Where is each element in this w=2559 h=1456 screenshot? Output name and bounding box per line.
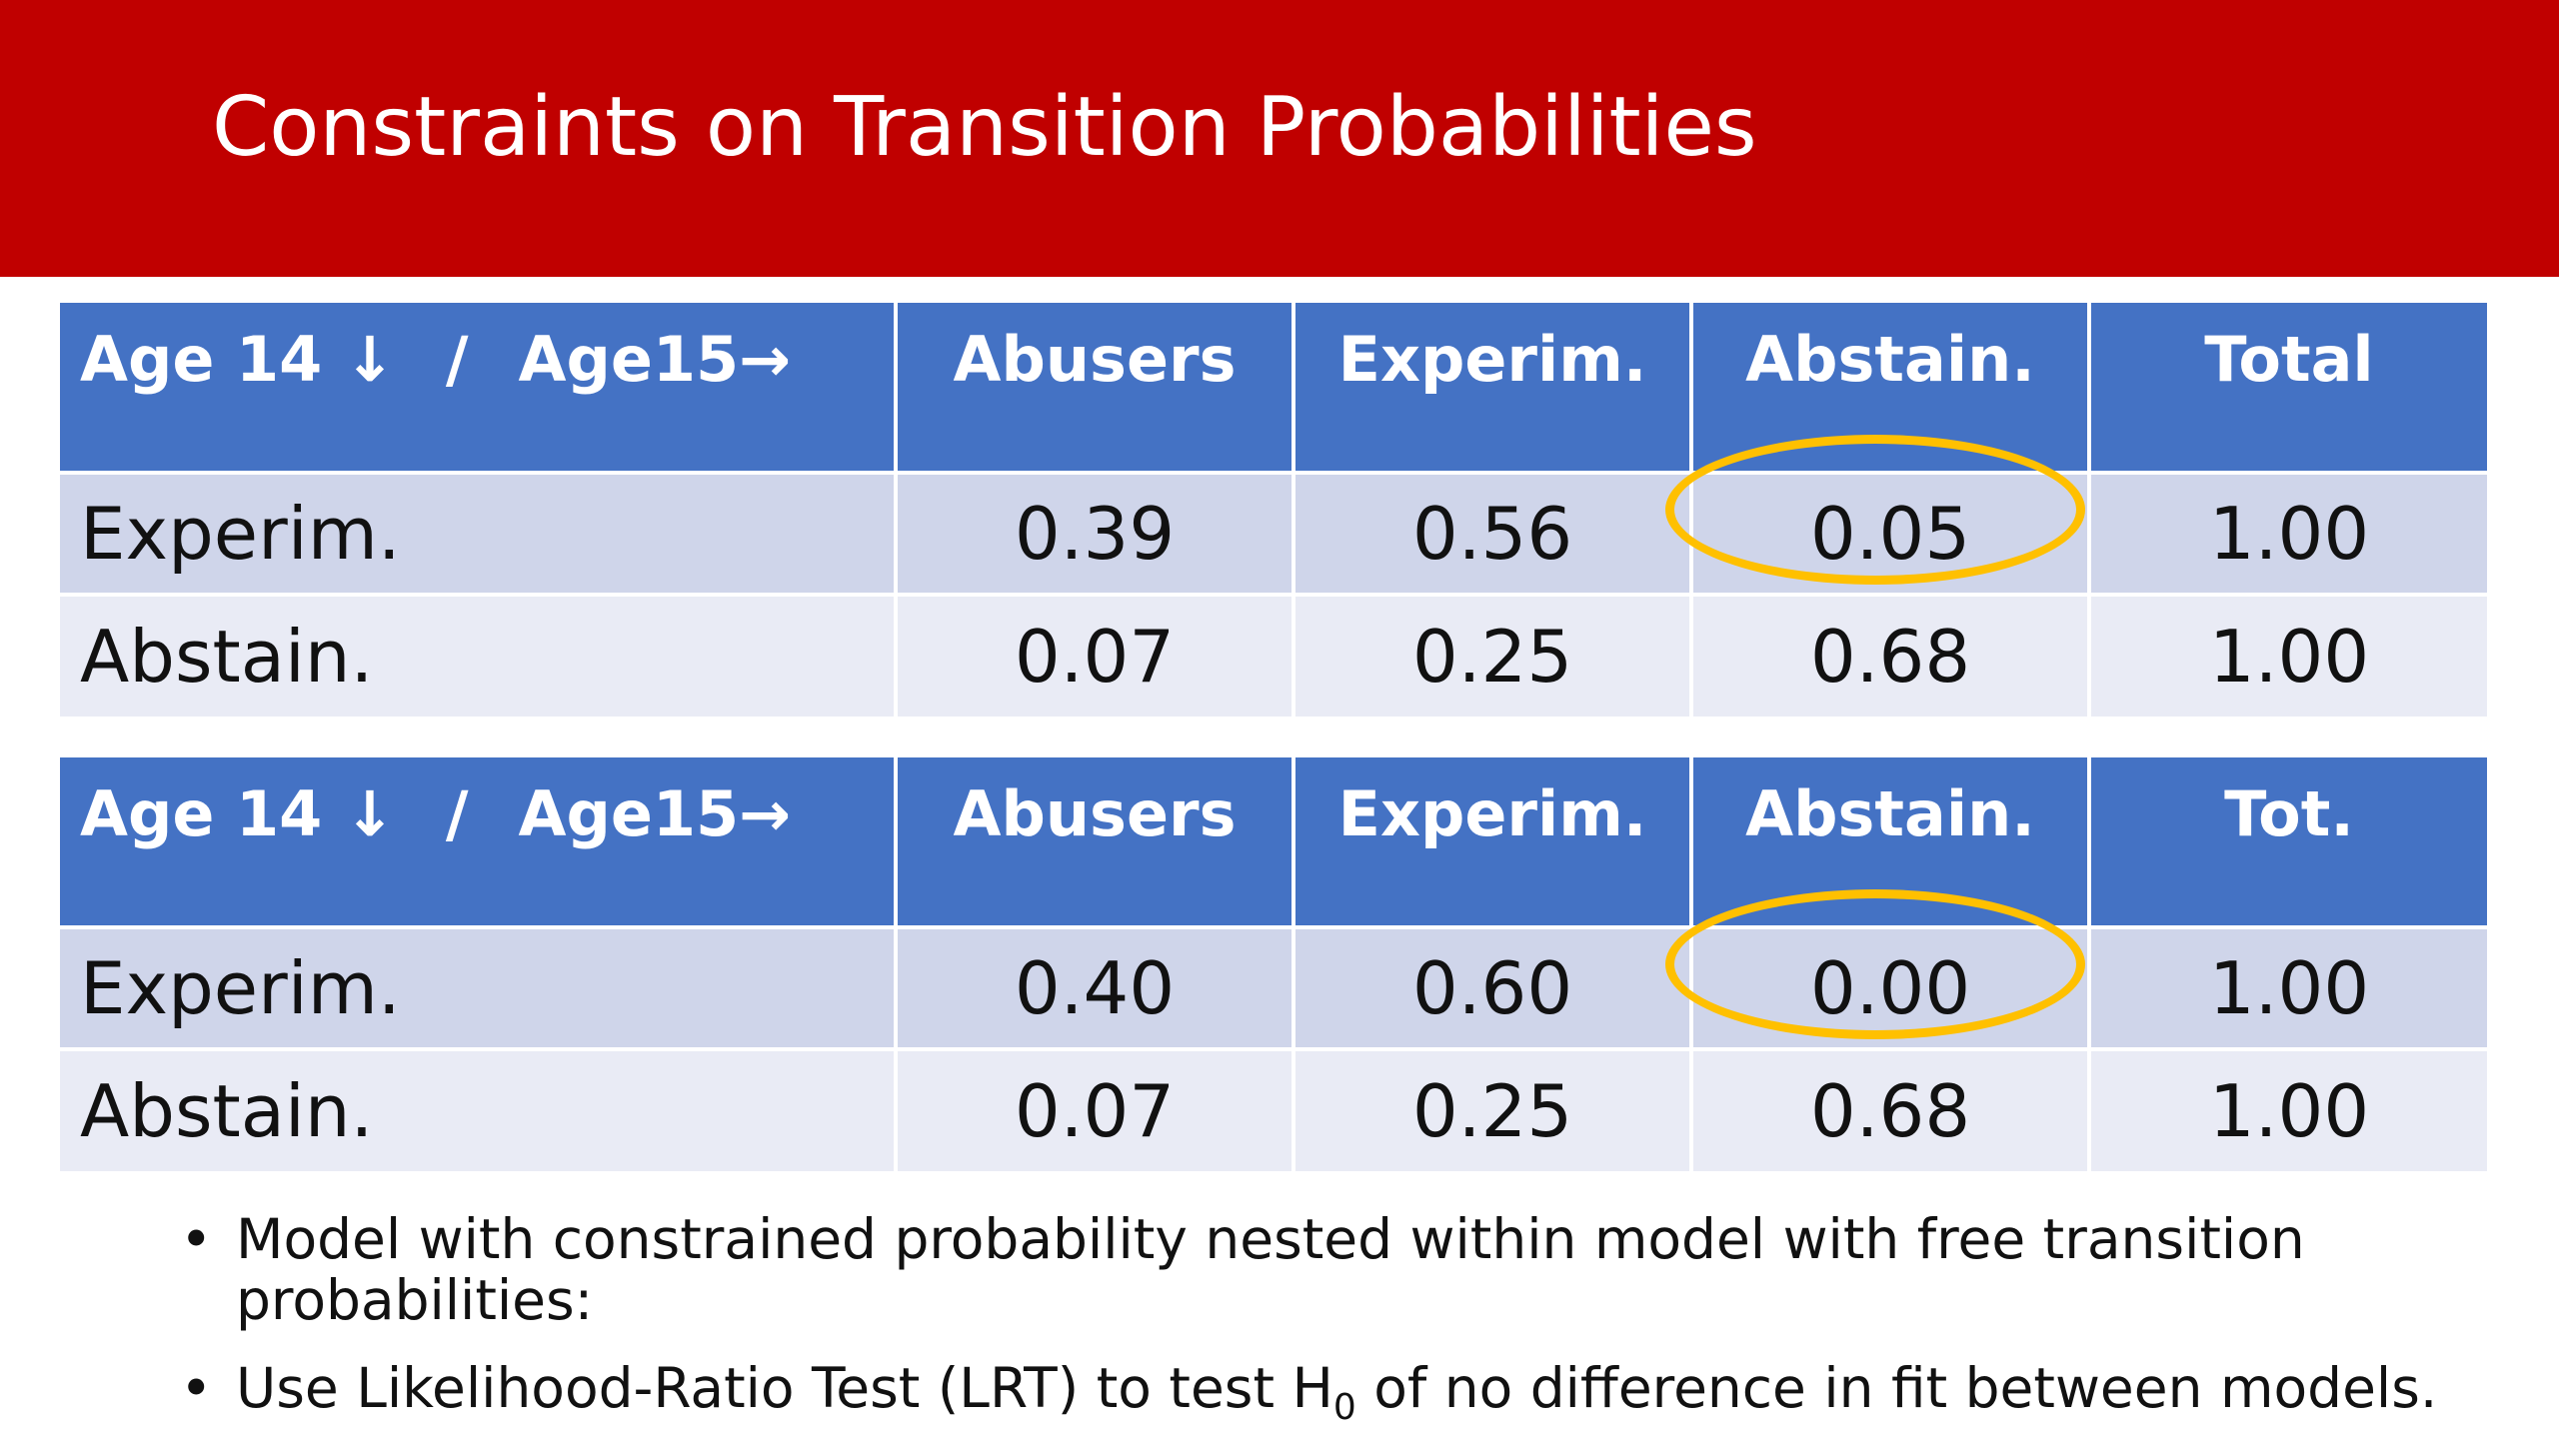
column-header-total: Total <box>2087 303 2487 473</box>
transition-table-constrained: Age 14 ↓ / Age15→ Abusers Experim. Abstain… <box>60 757 2487 1171</box>
table-cell: 0.56 <box>1293 471 1693 595</box>
title-bar: Constraints on Transition Probabilities <box>0 0 2559 277</box>
table-header-row: Age 14 ↓ / Age15→ Abusers Experim. Abstain… <box>60 757 2487 927</box>
table-row: Experim. 0.39 0.56 0.05 1.00 <box>60 435 2487 595</box>
subscript-zero: 0 <box>1332 1387 1356 1428</box>
cell-value: 0.05 <box>1809 492 1971 576</box>
table-cell: 1.00 <box>2087 1047 2487 1171</box>
bullet-dot: • <box>180 1207 213 1271</box>
bullet-item: • Model with constrained probability nes… <box>180 1209 2479 1330</box>
column-header-abstain: Abstain. <box>1691 757 2091 927</box>
bullet-list: • Model with constrained probability nes… <box>180 1209 2479 1456</box>
table-row: Abstain. 0.07 0.25 0.68 1.00 <box>60 1047 2487 1171</box>
table-header-row: Age 14 ↓ / Age15→ Abusers Experim. Abstain… <box>60 303 2487 473</box>
column-header-experim: Experim. <box>1293 757 1693 927</box>
table-cell: 0.25 <box>1293 593 1693 717</box>
column-header-abusers: Abusers <box>896 303 1295 473</box>
table-cell: 1.00 <box>2087 471 2487 595</box>
table-cell: 0.07 <box>896 593 1295 717</box>
table-cell: 0.07 <box>896 1047 1295 1171</box>
table-cell: 0.60 <box>1293 925 1693 1049</box>
bullet-item: • Use Likelihood-Ratio Test (LRT) to tes… <box>180 1358 2479 1428</box>
bullet-text-part: of no difference in fit between models. <box>1355 1356 2438 1420</box>
table-cell: 0.68 <box>1691 1047 2091 1171</box>
bullet-text-part: Use Likelihood-Ratio Test (LRT) to test … <box>236 1356 1333 1420</box>
slide-title: Constraints on Transition Probabilities <box>212 80 1757 175</box>
corner-header: Age 14 ↓ / Age15→ <box>60 757 898 927</box>
table-cell: 0.40 <box>896 925 1295 1049</box>
row-label: Experim. <box>60 471 898 595</box>
row-label: Abstain. <box>60 1047 898 1171</box>
corner-left-label: Age 14 ↓ <box>80 777 396 850</box>
transition-table-free: Age 14 ↓ / Age15→ Abusers Experim. Abstain… <box>60 303 2487 717</box>
table-cell: 1.00 <box>2087 925 2487 1049</box>
column-header-abusers: Abusers <box>896 757 1295 927</box>
table-row: Abstain. 0.07 0.25 0.68 1.00 <box>60 593 2487 717</box>
column-header-total: Tot. <box>2087 757 2487 927</box>
table-cell: 0.25 <box>1293 1047 1693 1171</box>
corner-separator: / <box>445 777 469 850</box>
row-label: Abstain. <box>60 593 898 717</box>
table-row: Experim. 0.40 0.60 0.00 1.00 <box>60 889 2487 1049</box>
corner-right-label: Age15→ <box>518 323 792 396</box>
bullet-dot: • <box>180 1356 213 1420</box>
row-label: Experim. <box>60 925 898 1049</box>
corner-header: Age 14 ↓ / Age15→ <box>60 303 898 473</box>
table-cell: 0.68 <box>1691 593 2091 717</box>
corner-right-label: Age15→ <box>518 777 792 850</box>
bullet-text: Model with constrained probability neste… <box>236 1207 2305 1332</box>
highlighted-cell: 0.05 <box>1665 435 2091 595</box>
cell-value: 0.00 <box>1809 946 1971 1030</box>
highlighted-cell: 0.00 <box>1665 889 2091 1049</box>
column-header-abstain: Abstain. <box>1691 303 2091 473</box>
corner-left-label: Age 14 ↓ <box>80 323 396 396</box>
table-cell: 0.39 <box>896 471 1295 595</box>
table-cell: 1.00 <box>2087 593 2487 717</box>
corner-separator: / <box>445 323 469 396</box>
column-header-experim: Experim. <box>1293 303 1693 473</box>
